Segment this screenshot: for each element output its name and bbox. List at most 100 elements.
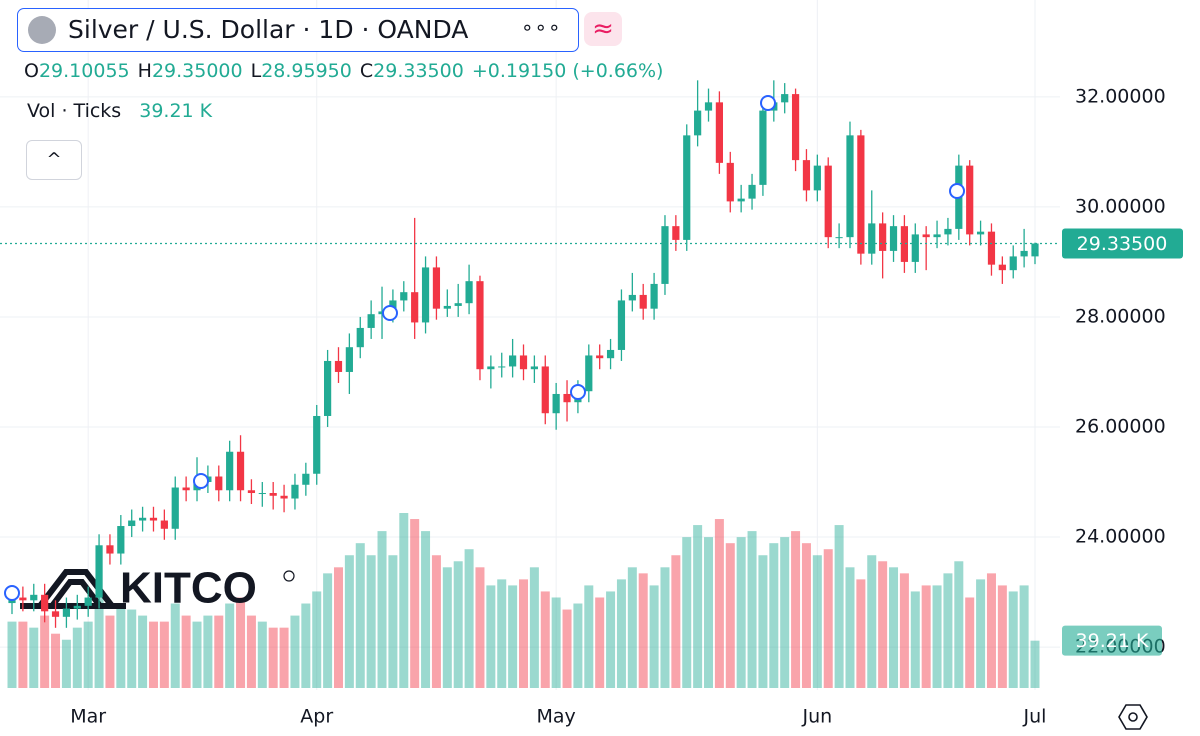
volume-bar — [268, 627, 278, 688]
volume-bar — [159, 621, 169, 688]
candle-body — [519, 355, 528, 370]
candle-body — [226, 451, 234, 491]
volume-bar — [127, 609, 137, 688]
settings-hexagon — [1118, 704, 1148, 730]
volume-bar — [72, 627, 82, 688]
candle-body — [324, 360, 332, 416]
candle-body — [400, 292, 408, 301]
volume-bar — [508, 585, 518, 688]
volume-bar — [355, 543, 365, 688]
candle-body — [563, 393, 571, 403]
event-marker[interactable] — [382, 305, 398, 321]
volume-bar — [323, 573, 333, 688]
candle-body — [759, 110, 767, 185]
candle-body — [737, 198, 745, 202]
candle-body — [998, 264, 1006, 271]
watermark-text: KITCO — [120, 564, 257, 613]
candle-body — [454, 303, 462, 306]
volume-bar — [889, 567, 899, 688]
grid — [0, 0, 1060, 690]
event-marker[interactable] — [760, 95, 776, 111]
change: +0.19150 (+0.66%) — [471, 60, 664, 82]
volume-bar — [812, 555, 822, 688]
volume-bar — [769, 543, 779, 688]
candle-body — [280, 495, 288, 499]
candle-body — [944, 228, 952, 235]
volume-bar — [138, 615, 148, 688]
more-icon[interactable]: ∘∘∘ — [521, 15, 562, 39]
volume-bar — [638, 573, 648, 688]
candle-body — [911, 234, 919, 262]
volume-bar — [7, 621, 17, 688]
registered-mark — [283, 570, 295, 582]
candle-body — [432, 267, 441, 309]
candle-body — [138, 517, 147, 521]
candle-body — [160, 520, 168, 529]
volume-bar — [105, 615, 115, 688]
volume-bar — [627, 567, 637, 688]
volume-bar — [725, 543, 735, 688]
candle-body — [476, 281, 484, 370]
volume-layer — [7, 513, 1040, 688]
candle-body — [694, 110, 702, 136]
candle-body — [411, 292, 419, 323]
ohlc-key: L — [250, 60, 262, 82]
candle-body — [421, 267, 430, 323]
candle-body — [585, 355, 593, 392]
candle-body — [62, 608, 71, 617]
volume-bar — [214, 615, 224, 688]
ohlc-key: H — [137, 60, 152, 82]
volume-bar — [170, 603, 180, 688]
volume-bar — [421, 531, 431, 688]
candle-body — [639, 294, 647, 309]
volume-bar — [529, 567, 539, 688]
candle-body — [781, 94, 789, 103]
volume-bar — [344, 555, 354, 688]
compare-icon[interactable]: ≈ — [584, 12, 622, 46]
candle-body — [976, 231, 985, 235]
candle-body — [215, 476, 223, 491]
candle-body — [334, 360, 343, 372]
candle-body — [552, 393, 560, 414]
candle-body — [672, 226, 680, 240]
candle-body — [487, 366, 495, 370]
settings-dot — [1128, 712, 1138, 722]
candle-body — [900, 226, 909, 262]
volume-bar — [551, 597, 561, 688]
candle-body — [835, 237, 843, 239]
ohlc-key: O — [24, 60, 39, 82]
settings-icon[interactable] — [1118, 704, 1148, 730]
volume-bar — [747, 531, 757, 688]
volume-bar — [606, 591, 616, 688]
volume-bar — [290, 615, 300, 688]
candle-body — [650, 283, 658, 309]
candle-body — [269, 493, 277, 496]
candle-body — [704, 102, 713, 111]
volume-legend: Vol · Ticks 39.21 K — [27, 100, 212, 122]
symbol-box[interactable]: Silver / U.S. Dollar · 1D · OANDA ∘∘∘ — [17, 8, 579, 52]
candle-body — [236, 451, 245, 491]
volume-bar — [976, 579, 986, 688]
candle-body — [73, 605, 81, 609]
candle-body — [1020, 250, 1028, 257]
symbol-icon — [28, 16, 56, 44]
candle-body — [530, 366, 538, 370]
event-marker[interactable] — [4, 585, 20, 601]
event-markers — [4, 95, 965, 601]
candle-body — [606, 349, 615, 359]
watermark-logo — [20, 569, 126, 609]
candle-body — [879, 223, 887, 251]
volume-bar — [997, 585, 1007, 688]
candle-body — [824, 165, 832, 238]
event-marker[interactable] — [570, 384, 586, 400]
volume-bar — [965, 597, 975, 688]
event-marker[interactable] — [949, 183, 965, 199]
volume-value: 39.21 K — [139, 100, 213, 122]
candle-body — [84, 597, 92, 606]
collapse-button[interactable]: ^ — [26, 140, 82, 180]
candle-body — [182, 487, 190, 491]
volume-bar — [61, 639, 71, 688]
event-marker[interactable] — [193, 473, 209, 489]
volume-bar — [18, 621, 28, 688]
